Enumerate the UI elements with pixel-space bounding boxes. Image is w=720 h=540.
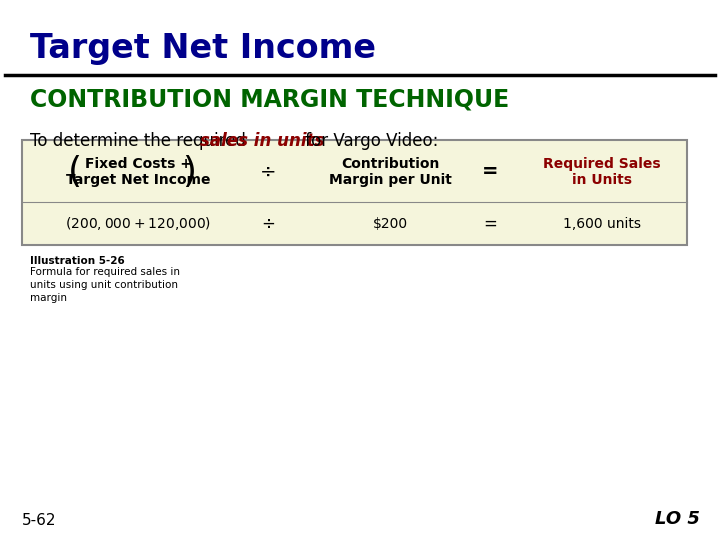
Text: $200: $200 [372, 217, 408, 231]
Text: ÷: ÷ [261, 215, 275, 233]
Text: ÷: ÷ [260, 163, 276, 181]
Text: ): ) [182, 155, 196, 189]
Text: To determine the required: To determine the required [30, 132, 251, 150]
Text: (: ( [68, 155, 82, 189]
FancyBboxPatch shape [22, 140, 687, 245]
Text: 5-62: 5-62 [22, 513, 56, 528]
Text: =: = [483, 215, 497, 233]
Text: Fixed Costs +
Target Net Income: Fixed Costs + Target Net Income [66, 157, 210, 187]
Text: ($200,000 + $120,000): ($200,000 + $120,000) [65, 215, 211, 233]
Text: Formula for required sales in
units using unit contribution
margin: Formula for required sales in units usin… [30, 267, 180, 303]
Text: sales in units: sales in units [200, 132, 325, 150]
Text: 1,600 units: 1,600 units [563, 217, 641, 231]
Text: Illustration 5-26: Illustration 5-26 [30, 256, 125, 266]
Text: Required Sales
in Units: Required Sales in Units [543, 157, 661, 187]
Text: CONTRIBUTION MARGIN TECHNIQUE: CONTRIBUTION MARGIN TECHNIQUE [30, 88, 509, 112]
Text: Contribution
Margin per Unit: Contribution Margin per Unit [328, 157, 451, 187]
Text: Target Net Income: Target Net Income [30, 32, 376, 65]
Text: =: = [482, 163, 498, 181]
Text: for Vargo Video:: for Vargo Video: [300, 132, 438, 150]
Text: LO 5: LO 5 [655, 510, 700, 528]
